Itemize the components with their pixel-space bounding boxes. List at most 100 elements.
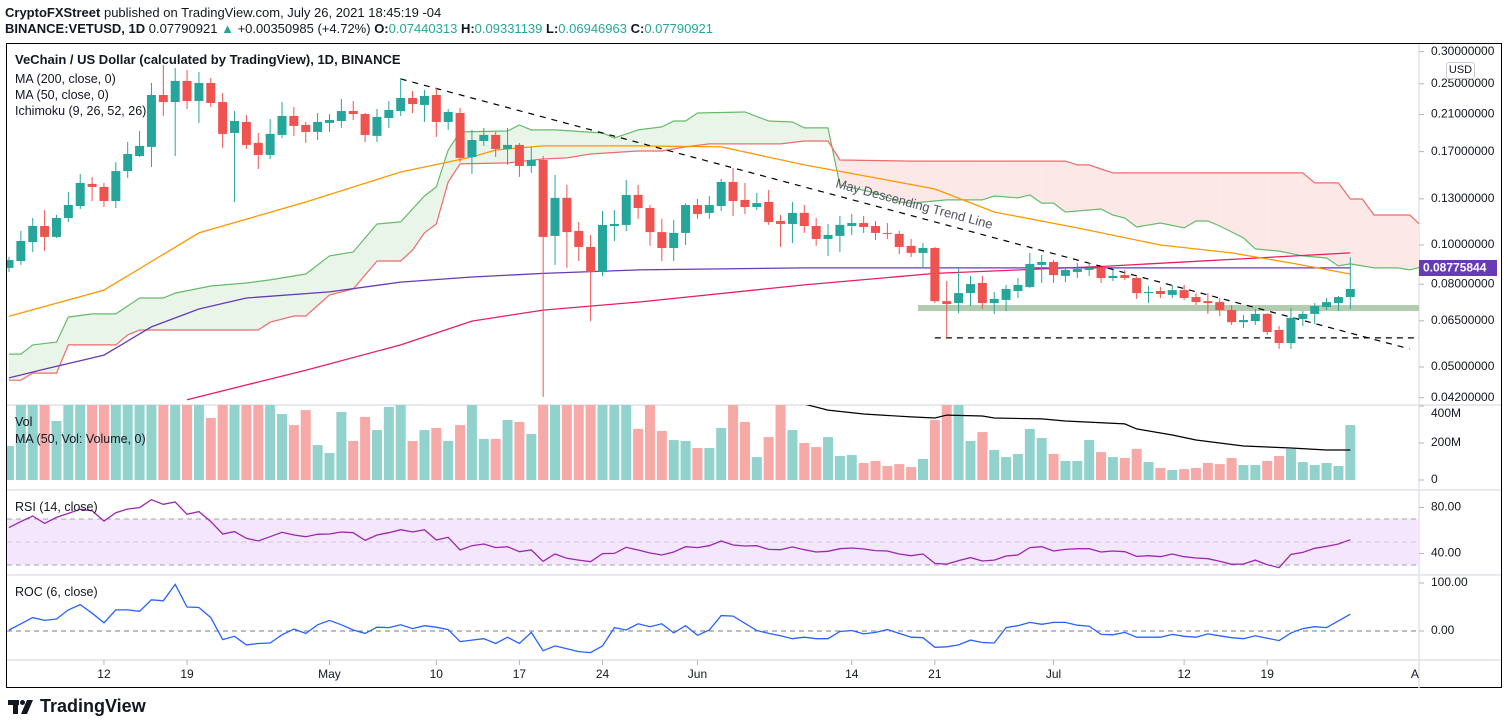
candle[interactable] xyxy=(1060,266,1070,283)
volume-bar[interactable] xyxy=(146,397,157,480)
candle[interactable] xyxy=(787,201,797,244)
volume-bar[interactable] xyxy=(431,428,442,480)
candle[interactable] xyxy=(384,101,394,128)
candle[interactable] xyxy=(111,162,121,209)
candle[interactable] xyxy=(1345,257,1355,310)
candle[interactable] xyxy=(431,87,441,137)
candle[interactable] xyxy=(467,129,477,174)
candle[interactable] xyxy=(28,217,38,253)
volume-bar[interactable] xyxy=(1202,462,1213,480)
volume-bar[interactable] xyxy=(312,445,323,480)
candle[interactable] xyxy=(538,156,548,397)
candle[interactable] xyxy=(135,131,145,157)
volume-bar[interactable] xyxy=(716,428,727,480)
volume-bar[interactable] xyxy=(609,397,620,480)
roc-line[interactable] xyxy=(8,583,1351,654)
candle[interactable] xyxy=(1262,313,1272,335)
volume-bar[interactable] xyxy=(751,457,762,480)
volume-bar[interactable] xyxy=(573,397,584,480)
candle[interactable] xyxy=(586,234,596,322)
candle[interactable] xyxy=(1310,303,1320,325)
volume-bar[interactable] xyxy=(371,430,382,480)
volume-bar[interactable] xyxy=(1179,469,1190,480)
candle[interactable] xyxy=(752,192,762,211)
volume-bar[interactable] xyxy=(1167,470,1178,480)
volume-bar[interactable] xyxy=(4,445,14,480)
roc-pane[interactable] xyxy=(7,583,1419,654)
candle[interactable] xyxy=(1013,278,1023,299)
candle[interactable] xyxy=(621,179,631,231)
volume-bar[interactable] xyxy=(241,397,252,480)
candle[interactable] xyxy=(206,77,216,107)
candle[interactable] xyxy=(491,131,501,157)
candle[interactable] xyxy=(40,210,50,252)
volume-bar[interactable] xyxy=(858,462,869,480)
volume-bar[interactable] xyxy=(787,430,798,480)
volume-bar[interactable] xyxy=(929,420,940,480)
volume-bar[interactable] xyxy=(1001,457,1012,480)
candle[interactable] xyxy=(954,267,964,314)
candle[interactable] xyxy=(740,182,750,214)
volume-bar[interactable] xyxy=(1297,462,1308,480)
candle[interactable] xyxy=(301,121,311,143)
candle[interactable] xyxy=(158,64,168,116)
candle[interactable] xyxy=(5,257,14,272)
volume-bar[interactable] xyxy=(1143,462,1154,480)
candle[interactable] xyxy=(716,179,726,212)
volume-bar[interactable] xyxy=(1119,457,1130,480)
volume-bar[interactable] xyxy=(941,397,952,480)
legend-roc[interactable]: ROC (6, close) xyxy=(15,585,98,599)
volume-bar[interactable] xyxy=(1274,455,1285,480)
volume-bar[interactable] xyxy=(182,397,193,480)
candle[interactable] xyxy=(1238,314,1248,329)
volume-bar[interactable] xyxy=(229,397,240,480)
candle[interactable] xyxy=(681,203,691,246)
ichimoku-span-a-line[interactable] xyxy=(9,111,1422,355)
currency-badge[interactable]: USD xyxy=(1446,62,1475,79)
rsi-line[interactable] xyxy=(8,498,1351,569)
candle[interactable] xyxy=(633,184,643,219)
candle[interactable] xyxy=(598,211,607,276)
volume-bar[interactable] xyxy=(502,420,513,480)
volume-bar[interactable] xyxy=(1226,457,1237,480)
volume-bar[interactable] xyxy=(538,397,549,480)
candle[interactable] xyxy=(443,108,453,130)
candle[interactable] xyxy=(811,217,821,246)
volume-bar[interactable] xyxy=(75,397,86,480)
candle[interactable] xyxy=(1215,298,1225,317)
candle[interactable] xyxy=(918,243,928,268)
candle[interactable] xyxy=(146,82,156,167)
candle[interactable] xyxy=(1250,309,1260,325)
candle[interactable] xyxy=(503,127,513,165)
ichimoku-span-b-line[interactable] xyxy=(9,140,1422,381)
candle[interactable] xyxy=(1144,286,1154,304)
value-axes[interactable]: 0.30000000 0.25000000 0.21000000 0.17000000… xyxy=(1419,44,1497,637)
candle[interactable] xyxy=(253,132,263,170)
candle[interactable] xyxy=(764,189,774,225)
volume-bar[interactable] xyxy=(360,416,371,480)
volume-bar[interactable] xyxy=(383,406,394,480)
volume-bar[interactable] xyxy=(1309,465,1320,480)
volume-bar[interactable] xyxy=(15,397,26,480)
candle[interactable] xyxy=(1037,254,1047,283)
candle[interactable] xyxy=(170,67,180,157)
volume-bar[interactable] xyxy=(977,432,988,480)
candle[interactable] xyxy=(514,142,524,177)
candle[interactable] xyxy=(1191,293,1201,306)
candle[interactable] xyxy=(835,215,845,253)
volume-bar[interactable] xyxy=(550,397,561,480)
volume-bar[interactable] xyxy=(443,440,454,480)
candle[interactable] xyxy=(1025,252,1035,289)
volume-bar[interactable] xyxy=(1345,425,1356,480)
volume-bar[interactable] xyxy=(265,397,276,480)
volume-bar[interactable] xyxy=(288,425,299,480)
candle[interactable] xyxy=(930,246,940,304)
volume-bar[interactable] xyxy=(1155,467,1166,480)
candle[interactable] xyxy=(1203,293,1213,314)
candle[interactable] xyxy=(609,210,619,242)
volume-bar[interactable] xyxy=(27,397,38,480)
candle[interactable] xyxy=(882,223,892,239)
candle[interactable] xyxy=(1227,305,1237,325)
candle[interactable] xyxy=(336,98,346,128)
volume-bar[interactable] xyxy=(668,440,679,480)
